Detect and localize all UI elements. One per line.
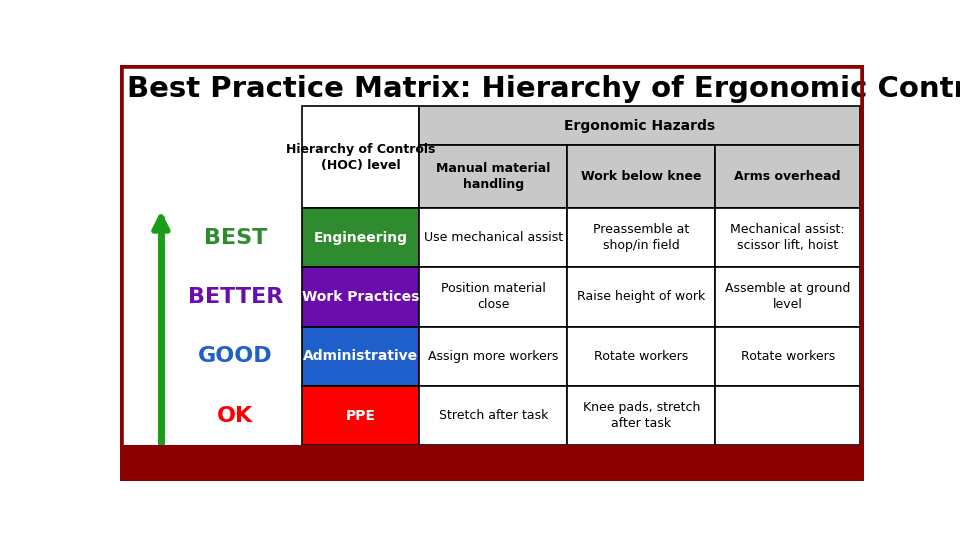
- Text: Hierarchy of Controls
(HOC) level: Hierarchy of Controls (HOC) level: [286, 143, 436, 172]
- Text: Mechanical assist:
scissor lift, hoist: Mechanical assist: scissor lift, hoist: [731, 223, 845, 252]
- Text: PPE: PPE: [346, 409, 376, 423]
- Text: Knee pads, stretch
after task: Knee pads, stretch after task: [583, 401, 700, 430]
- Text: Administrative: Administrative: [303, 349, 419, 363]
- Text: BEST: BEST: [204, 228, 267, 248]
- Bar: [420, 106, 860, 145]
- Text: Rotate workers: Rotate workers: [594, 350, 688, 363]
- Text: Assemble at ground
level: Assemble at ground level: [725, 282, 851, 312]
- Text: Engineering: Engineering: [314, 231, 408, 245]
- Text: OK: OK: [217, 406, 253, 426]
- Text: GOOD: GOOD: [198, 346, 273, 366]
- Text: BETTER: BETTER: [188, 287, 283, 307]
- Text: Use mechanical assist: Use mechanical assist: [423, 231, 563, 244]
- Text: Rotate workers: Rotate workers: [740, 350, 835, 363]
- Text: Ergonomic Hazards: Ergonomic Hazards: [564, 119, 715, 133]
- Text: Raise height of work: Raise height of work: [577, 291, 706, 303]
- Text: Position material
close: Position material close: [441, 282, 546, 312]
- Text: Assign more workers: Assign more workers: [428, 350, 559, 363]
- Text: Arms overhead: Arms overhead: [734, 170, 841, 183]
- Text: Work Practices: Work Practices: [302, 290, 420, 304]
- Text: Work below knee: Work below knee: [581, 170, 702, 183]
- Text: Manual material
handling: Manual material handling: [436, 162, 551, 191]
- Text: Stretch after task: Stretch after task: [439, 409, 548, 422]
- Bar: [120, 446, 864, 481]
- Text: Preassemble at
shop/in field: Preassemble at shop/in field: [593, 223, 689, 252]
- Text: Best Practice Matrix: Hierarchy of Ergonomic Controls: Best Practice Matrix: Hierarchy of Ergon…: [128, 75, 960, 103]
